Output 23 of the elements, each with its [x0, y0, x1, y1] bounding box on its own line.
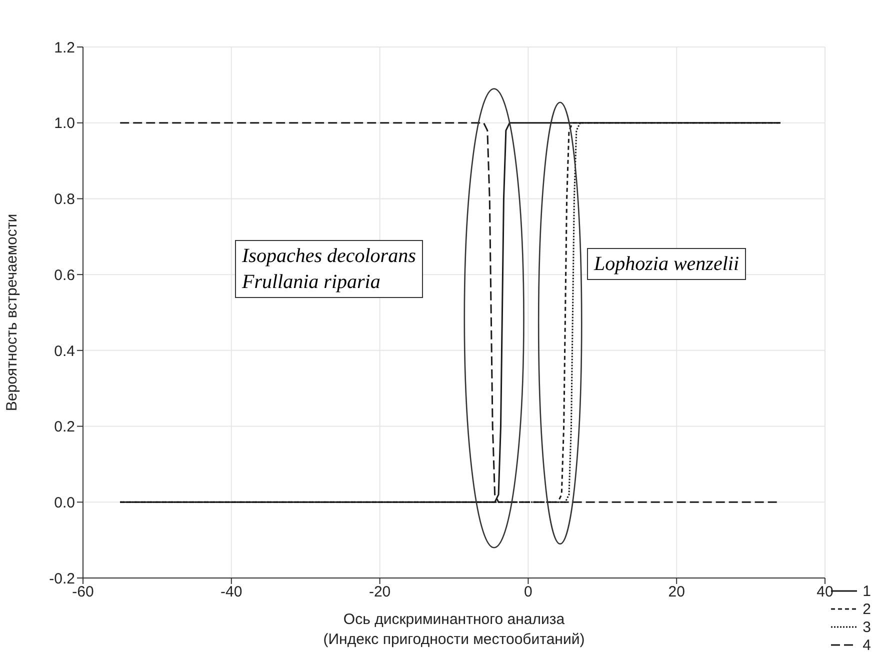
y-tick-label: 1.0 — [54, 115, 75, 132]
annotation: Frullania riparia — [242, 270, 382, 295]
y-tick-label: 0.6 — [54, 266, 75, 284]
x-tick-label: -40 — [220, 584, 242, 601]
annotation: Lophozia wenzelii — [594, 252, 740, 277]
y-axis-title: Вероятность встречаемости — [3, 214, 20, 412]
x-tick-label: -20 — [368, 584, 391, 601]
y-tick-label: 1.2 — [54, 39, 75, 56]
x-tick-label: 40 — [816, 584, 834, 601]
annotation: Isopaches decolorans — [242, 244, 416, 269]
x-axis-title: Ось дискриминантного анализа (Индекс пригодности местообитаний) — [323, 610, 585, 650]
legend-label: 4 — [862, 636, 871, 654]
legend-label: 1 — [862, 582, 871, 600]
y-tick-label: -0.2 — [49, 570, 75, 588]
y-tick-label: 0.2 — [54, 418, 75, 436]
x-tick-label: 20 — [668, 584, 685, 601]
x-tick-label: 0 — [524, 584, 532, 601]
x-tick-label: -60 — [72, 584, 94, 601]
y-tick-label: 0.0 — [54, 494, 75, 512]
legend-label: 3 — [862, 618, 871, 636]
y-tick-label: 0.8 — [54, 191, 75, 208]
y-tick-label: 0.4 — [54, 342, 75, 360]
legend-label: 2 — [862, 600, 871, 618]
